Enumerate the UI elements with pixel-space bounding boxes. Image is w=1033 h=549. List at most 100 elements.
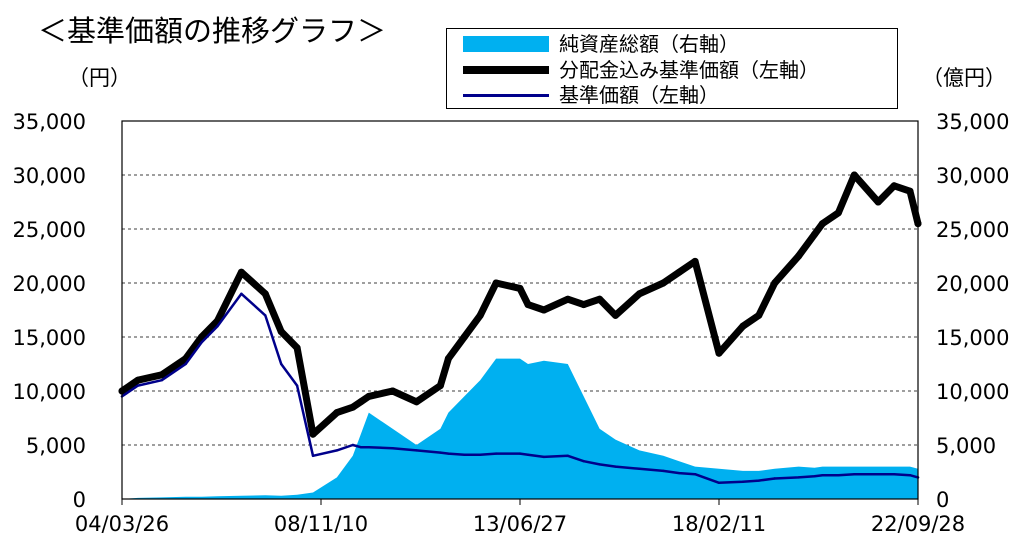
data-point-nav-with-dividends (333, 409, 341, 417)
data-point-nav (295, 384, 299, 387)
data-point-nav (240, 292, 243, 295)
data-point-nav (717, 481, 721, 484)
data-point-nav-with-dividends (365, 392, 373, 400)
data-point-nav (351, 443, 354, 447)
data-point-nav (598, 463, 601, 466)
legend: 純資産総額（右軸） 分配金込み基準価額（左軸） 基準価額（左軸） (446, 28, 898, 109)
data-point-nav (837, 474, 840, 477)
data-point-nav (821, 474, 824, 477)
data-point-nav-with-dividends (198, 333, 206, 341)
data-point-nav (542, 455, 546, 459)
y-left-tick-label: 35,000 (13, 110, 86, 134)
x-tick-label: 08/11/10 (274, 512, 368, 536)
data-point-nav (877, 473, 880, 476)
data-point-nav-with-dividends (516, 284, 524, 292)
series-line-nav (120, 292, 920, 485)
data-point-nav (359, 446, 362, 449)
x-tick-label: 04/03/26 (75, 512, 169, 536)
data-point-nav-with-dividends (596, 295, 604, 303)
data-point-nav-with-dividends (492, 279, 500, 287)
y-right-tick-label: 30,000 (936, 164, 1009, 188)
data-point-nav-with-dividends (811, 230, 818, 238)
y-right-tick-label: 20,000 (936, 272, 1009, 296)
legend-swatch-line (463, 94, 549, 97)
data-point-nav (280, 362, 283, 366)
data-point-nav-with-dividends (580, 301, 588, 309)
data-point-nav (391, 447, 394, 450)
data-point-nav-with-dividends (771, 279, 779, 287)
y-right-tick-label: 15,000 (936, 326, 1009, 350)
data-point-nav (479, 453, 482, 456)
data-point-nav-with-dividends (309, 430, 317, 438)
data-point-nav (311, 454, 315, 457)
legend-label: 基準価額（左軸） (559, 83, 719, 107)
data-point-nav (908, 474, 912, 477)
data-point-nav (773, 477, 776, 480)
x-axis: 04/03/26 08/11/10 13/06/27 18/02/11 22/09/28 (75, 499, 965, 536)
legend-item-net-assets: 純資産総額（右軸） (447, 31, 897, 57)
data-point-nav-with-dividends (564, 295, 572, 303)
data-point-nav-with-dividends (890, 182, 898, 190)
data-point-nav-with-dividends (540, 306, 548, 314)
y-left-tick-label: 20,000 (13, 272, 86, 296)
data-point-nav-with-dividends (675, 268, 683, 276)
data-point-nav (892, 473, 896, 476)
y-right-tick-label: 25,000 (936, 218, 1009, 242)
data-point-nav-with-dividends (293, 344, 301, 352)
left-axis-unit: （円） (68, 66, 131, 90)
data-point-nav (526, 453, 530, 456)
data-point-nav (367, 446, 370, 449)
data-point-nav (853, 473, 856, 476)
data-point-nav-with-dividends (755, 311, 763, 319)
chart-title: ＜基準価額の推移グラフ＞ (38, 14, 387, 48)
series-line-nav-with-dividends (118, 171, 922, 438)
x-tick-label: 13/06/27 (473, 512, 567, 536)
data-point-nav-with-dividends (906, 187, 914, 195)
data-point-nav (216, 325, 219, 328)
data-point-nav-with-dividends (436, 382, 444, 390)
y-right-tick-label: 10,000 (936, 380, 1009, 404)
data-point-nav-with-dividends (739, 322, 747, 330)
data-point-nav-with-dividends (261, 290, 269, 298)
area-series-layer (122, 358, 918, 499)
data-point-nav-with-dividends (612, 311, 619, 319)
data-point-nav (335, 449, 339, 452)
y-left-tick-label: 10,000 (13, 380, 86, 404)
data-point-nav (160, 379, 163, 382)
y-right-tick-label: 5,000 (936, 434, 996, 458)
legend-swatch-area (463, 36, 549, 52)
data-point-nav (184, 362, 187, 366)
legend-item-nav-with-dividends: 分配金込み基準価額（左軸） (447, 57, 897, 83)
data-point-nav (566, 454, 569, 457)
legend-label: 分配金込み基準価額（左軸） (559, 58, 819, 82)
data-point-nav-with-dividends (158, 371, 166, 379)
data-point-nav-with-dividends (357, 398, 365, 406)
data-point-nav-with-dividends (237, 268, 245, 276)
legend-item-nav: 基準価額（左軸） (447, 82, 897, 108)
legend-swatch-thick-line (463, 66, 549, 74)
data-point-nav-with-dividends (795, 252, 803, 260)
data-point-nav (638, 467, 641, 470)
data-point-nav-with-dividends (277, 328, 285, 336)
legend-label: 純資産総額（右軸） (559, 32, 739, 56)
data-point-nav (614, 465, 617, 468)
data-point-nav (439, 451, 442, 454)
data-point-nav (582, 460, 585, 463)
data-point-nav-with-dividends (850, 171, 858, 179)
data-point-nav-with-dividends (349, 403, 357, 411)
data-point-nav (463, 453, 466, 456)
line-series-layer (118, 171, 922, 485)
data-point-nav (447, 452, 450, 455)
data-point-nav-with-dividends (460, 333, 468, 341)
data-point-nav-with-dividends (444, 355, 452, 363)
data-point-nav-with-dividends (476, 311, 484, 319)
data-point-nav-with-dividends (524, 301, 532, 309)
data-point-nav (136, 384, 140, 387)
data-point-nav-with-dividends (134, 376, 142, 384)
y-left-tick-label: 0 (73, 488, 86, 512)
data-point-nav (797, 476, 800, 479)
data-point-nav-with-dividends (691, 257, 699, 265)
y-right-tick-label: 35,000 (936, 110, 1009, 134)
x-tick-label: 22/09/28 (871, 512, 965, 536)
